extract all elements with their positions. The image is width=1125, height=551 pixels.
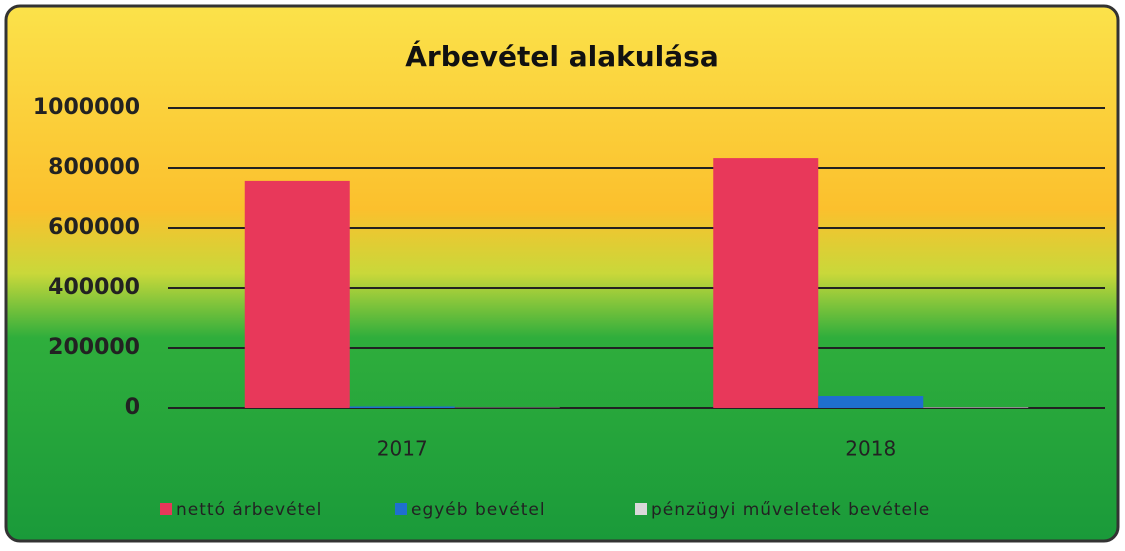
chart-title: Árbevétel alakulása [405, 39, 718, 73]
bar [818, 396, 923, 408]
x-tick-label: 2017 [377, 437, 428, 461]
y-tick-label: 600000 [48, 215, 140, 240]
x-tick-label: 2018 [845, 437, 896, 461]
y-tick-label: 800000 [48, 155, 140, 180]
bar [713, 158, 818, 408]
bar [923, 407, 1028, 408]
chart-frame [6, 6, 1118, 541]
legend-label: nettó árbevétel [176, 500, 322, 520]
legend-swatch [635, 503, 647, 515]
y-tick-label: 0 [125, 395, 140, 420]
bar [245, 181, 350, 408]
legend-swatch [160, 503, 172, 515]
y-tick-label: 200000 [48, 335, 140, 360]
legend-label: egyéb bevétel [411, 500, 546, 520]
legend-label: pénzügyi műveletek bevétele [651, 500, 930, 520]
legend-swatch [395, 503, 407, 515]
bar [350, 407, 455, 409]
y-tick-label: 1000000 [33, 95, 140, 120]
y-tick-label: 400000 [48, 275, 140, 300]
